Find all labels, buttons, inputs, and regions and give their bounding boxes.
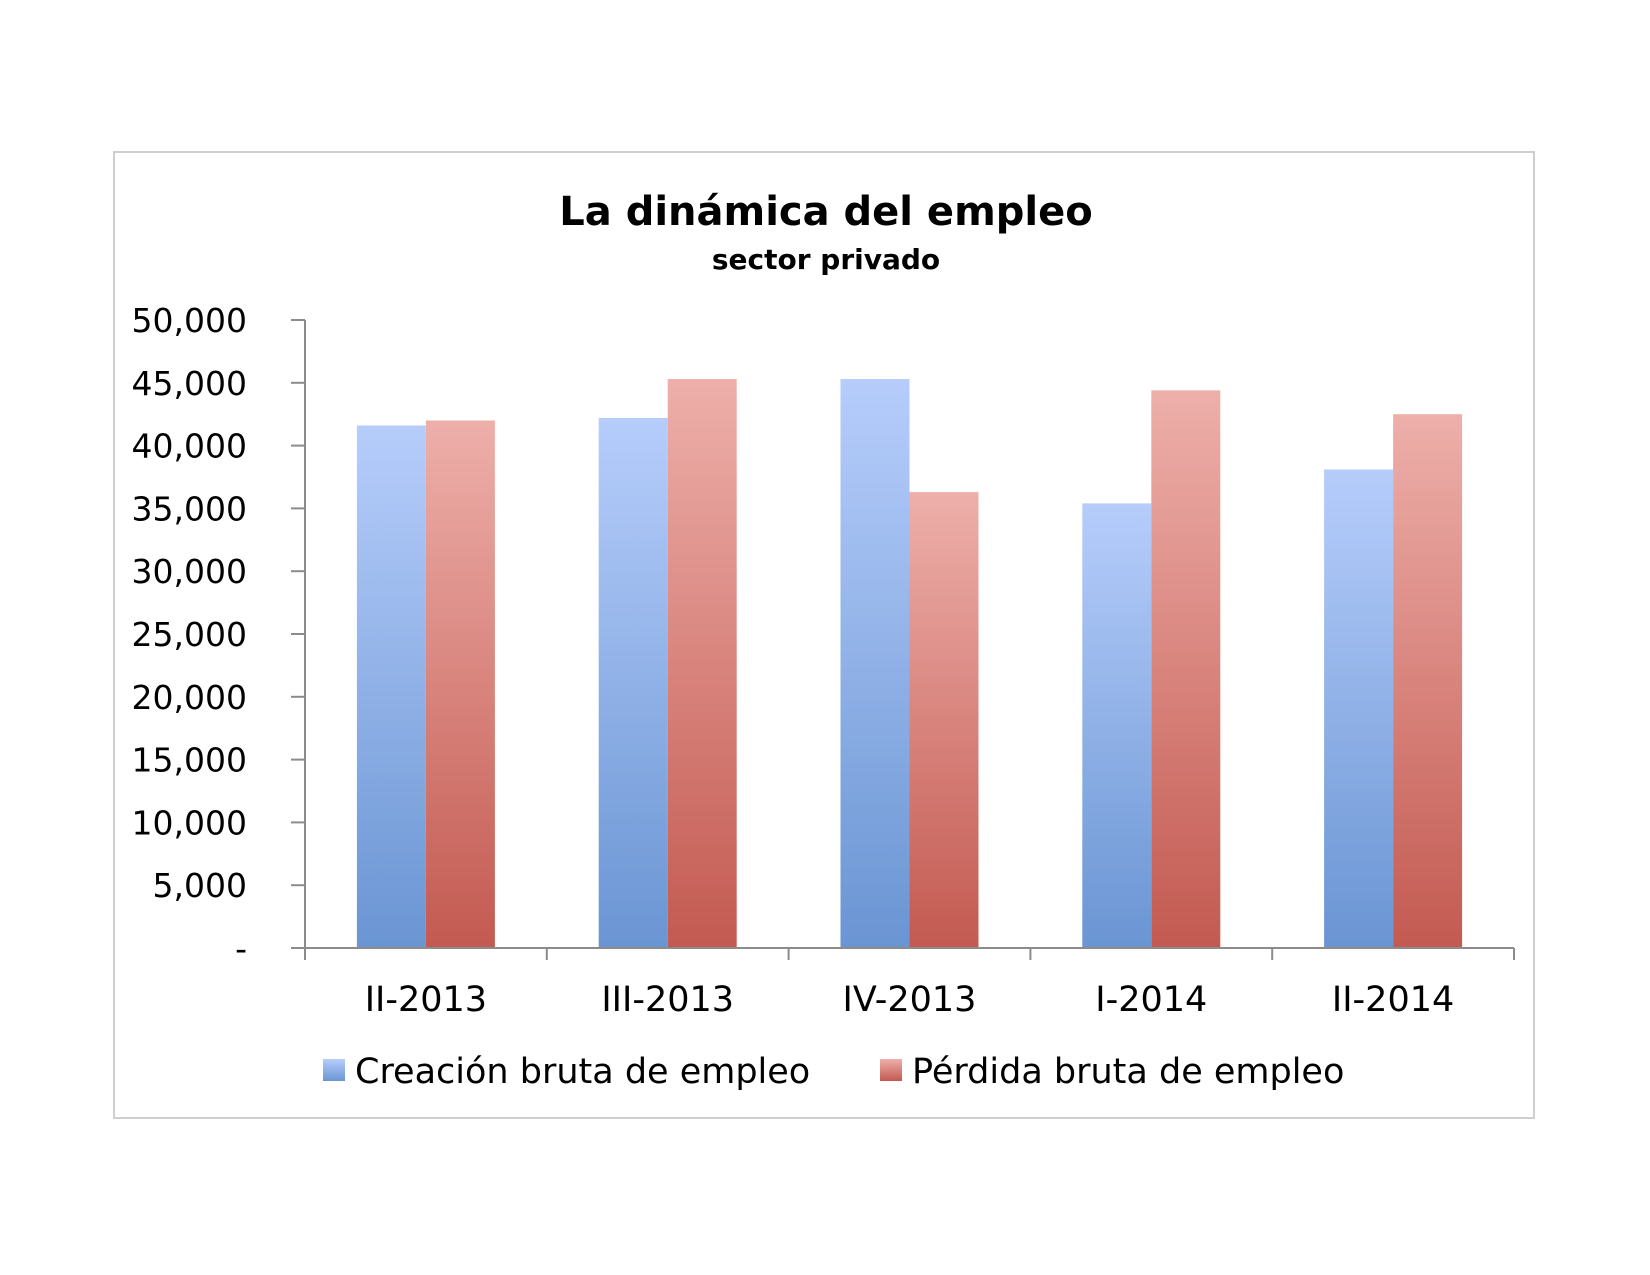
chart-svg: La dinámica del empleo sector privado - 5… <box>132 189 1515 1092</box>
bar-creacion-II-2014 <box>1324 469 1394 948</box>
y-tick-label: 15,000 <box>132 741 247 780</box>
x-tick-label: II-2014 <box>1332 980 1454 1020</box>
bar-creacion-I-2014 <box>1082 503 1152 948</box>
bar-creacion-II-2013 <box>356 425 426 948</box>
bars <box>356 379 1463 949</box>
y-tick-label: 25,000 <box>132 615 247 654</box>
y-tick-label: 20,000 <box>132 678 247 717</box>
bar-creacion-IV-2013 <box>840 379 910 948</box>
axes <box>304 320 1514 960</box>
y-tick-label: 30,000 <box>132 552 247 591</box>
legend: Creación bruta de empleo Pérdida bruta de… <box>323 1052 1344 1092</box>
x-tick-label: II-2013 <box>365 980 487 1020</box>
y-tick-label: 45,000 <box>132 364 247 403</box>
legend-swatch-perdida <box>880 1059 902 1081</box>
chart-frame: La dinámica del empleo sector privado - 5… <box>113 151 1535 1119</box>
legend-label-perdida: Pérdida bruta de empleo <box>912 1052 1344 1092</box>
y-tick-label: 40,000 <box>132 427 247 466</box>
chart-title: La dinámica del empleo <box>559 189 1092 235</box>
y-tick-label: 35,000 <box>132 489 247 528</box>
legend-swatch-creacion <box>323 1059 345 1081</box>
chart-subtitle: sector privado <box>712 243 940 276</box>
y-tick-label: 50,000 <box>132 301 247 340</box>
legend-label-creacion: Creación bruta de empleo <box>355 1052 810 1092</box>
bar-perdida-II-2013 <box>425 420 495 949</box>
x-tick-label: I-2014 <box>1095 980 1207 1020</box>
bar-perdida-III-2013 <box>667 379 737 948</box>
y-tick-label: 5,000 <box>153 866 247 905</box>
x-tick-label: IV-2013 <box>843 980 977 1020</box>
y-tick-label: 10,000 <box>132 803 247 842</box>
bar-perdida-II-2014 <box>1393 414 1463 948</box>
x-tick-label: III-2013 <box>601 980 734 1020</box>
bar-creacion-III-2013 <box>598 417 668 948</box>
bar-perdida-IV-2013 <box>909 492 979 948</box>
y-tick-label: - <box>235 929 247 968</box>
y-axis-ticks: - 5,000 10,000 15,000 20,000 25,000 30,000 35,0… <box>132 301 305 968</box>
x-axis-ticks: II-2013 III-2013 IV-2013 I-2014 II-2014 <box>304 948 1515 1020</box>
bar-perdida-I-2014 <box>1151 390 1221 948</box>
